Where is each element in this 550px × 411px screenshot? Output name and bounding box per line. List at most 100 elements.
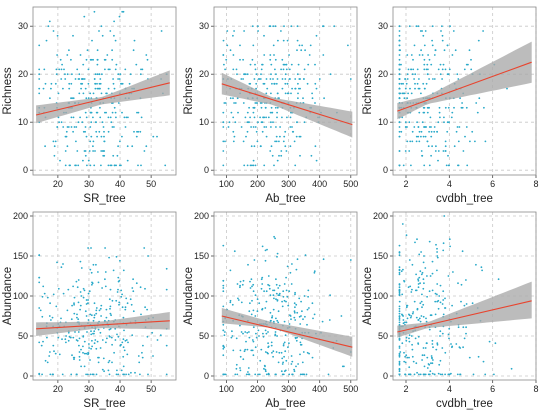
- scatter-point: [80, 365, 82, 368]
- scatter-point: [426, 111, 429, 114]
- scatter-point: [402, 164, 405, 167]
- scatter-point: [255, 130, 258, 133]
- scatter-point: [38, 73, 41, 76]
- scatter-point: [99, 307, 102, 310]
- scatter-point: [431, 145, 433, 148]
- scatter-point: [134, 371, 136, 374]
- scatter-point: [427, 68, 429, 71]
- scatter-point: [60, 266, 63, 269]
- scatter-point: [474, 140, 476, 143]
- scatter-point: [431, 25, 434, 28]
- scatter-point: [294, 78, 297, 80]
- scatter-point: [101, 121, 104, 124]
- scatter-point: [282, 344, 285, 347]
- scatter-point: [441, 39, 444, 42]
- scatter-point: [261, 130, 264, 133]
- scatter-point: [274, 140, 276, 143]
- scatter-point: [127, 116, 129, 119]
- scatter-point: [267, 352, 269, 355]
- scatter-point: [87, 353, 89, 356]
- scatter-point: [140, 116, 143, 119]
- scatter-point: [419, 282, 421, 285]
- scatter-point: [423, 68, 426, 71]
- scatter-point: [117, 335, 120, 338]
- scatter-point: [247, 367, 250, 369]
- scatter-point: [270, 63, 273, 66]
- scatter-point: [436, 269, 438, 272]
- scatter-point: [308, 54, 311, 56]
- scatter-point: [461, 106, 464, 109]
- scatter-point: [239, 324, 241, 327]
- scatter-point: [413, 44, 416, 47]
- scatter-point: [85, 352, 88, 355]
- scatter-point: [225, 58, 228, 61]
- scatter-point: [452, 271, 454, 273]
- scatter-point: [299, 154, 301, 157]
- scatter-point: [77, 279, 80, 281]
- scatter-point: [49, 302, 51, 305]
- scatter-point: [274, 58, 277, 61]
- scatter-point: [328, 319, 331, 321]
- scatter-point: [411, 140, 414, 143]
- scatter-point: [276, 111, 278, 114]
- scatter-point: [289, 271, 292, 274]
- scatter-point: [277, 287, 280, 289]
- scatter-point: [111, 49, 113, 52]
- scatter-point: [117, 78, 119, 80]
- scatter-point: [254, 63, 256, 66]
- scatter-point: [267, 342, 269, 345]
- scatter-point: [117, 102, 120, 104]
- scatter-point: [400, 63, 402, 66]
- scatter-point: [471, 130, 474, 133]
- scatter-point: [82, 296, 85, 299]
- scatter-point: [84, 111, 87, 114]
- scatter-point: [447, 154, 449, 157]
- x-axis-label: Ab_tree: [265, 193, 305, 205]
- scatter-point: [275, 278, 277, 281]
- scatter-point: [406, 140, 409, 143]
- scatter-point: [303, 78, 305, 80]
- scatter-point: [410, 335, 413, 337]
- scatter-point: [441, 373, 444, 376]
- scatter-point: [223, 63, 225, 66]
- scatter-point: [297, 97, 299, 100]
- scatter-point: [442, 290, 445, 293]
- scatter-point: [126, 353, 129, 356]
- scatter-point: [38, 372, 41, 375]
- scatter-point: [423, 365, 426, 368]
- scatter-point: [398, 54, 401, 56]
- scatter-point: [420, 130, 423, 133]
- scatter-point: [285, 63, 288, 66]
- scatter-point: [253, 145, 256, 148]
- scatter-point: [417, 283, 420, 285]
- scatter-point: [95, 307, 98, 309]
- scatter-point: [415, 135, 418, 138]
- scatter-point: [318, 78, 321, 80]
- scatter-point: [455, 130, 458, 133]
- scatter-point: [303, 295, 306, 297]
- scatter-point: [85, 299, 88, 301]
- scatter-point: [252, 354, 255, 357]
- scatter-point: [78, 351, 81, 353]
- scatter-point: [96, 49, 99, 52]
- scatter-point: [93, 302, 96, 305]
- scatter-point: [262, 332, 264, 335]
- scatter-point: [165, 373, 168, 376]
- scatter-point: [73, 312, 76, 315]
- scatter-point: [277, 321, 280, 324]
- scatter-point: [411, 355, 414, 358]
- scatter-point: [289, 315, 292, 317]
- scatter-point: [281, 78, 284, 80]
- scatter-point: [73, 356, 76, 359]
- scatter-point: [101, 34, 104, 37]
- scatter-point: [222, 347, 225, 350]
- scatter-point: [98, 73, 101, 76]
- scatter-point: [291, 263, 293, 265]
- scatter-point: [236, 283, 239, 285]
- x-axis-label: cvdbh_tree: [436, 193, 493, 205]
- scatter-point: [274, 237, 276, 240]
- scatter-point: [433, 78, 436, 80]
- scatter-point: [100, 304, 103, 307]
- scatter-point: [406, 73, 409, 76]
- scatter-point: [404, 373, 407, 376]
